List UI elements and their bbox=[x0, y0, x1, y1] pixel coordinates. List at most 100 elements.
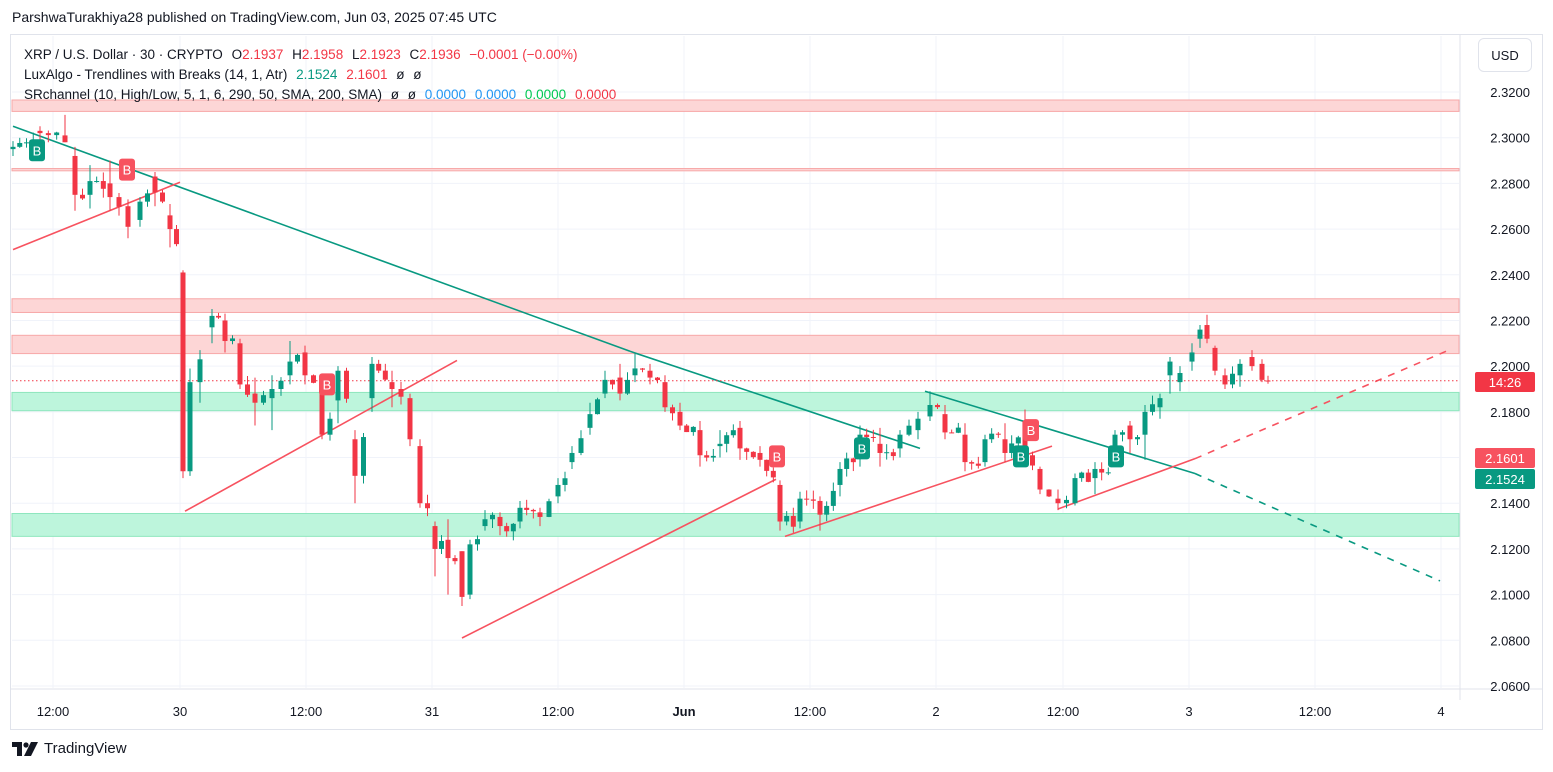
svg-text:2.2600: 2.2600 bbox=[1490, 222, 1530, 237]
high-value: 2.1958 bbox=[301, 47, 344, 62]
sr-channel-bands bbox=[11, 99, 1460, 537]
resistance-band bbox=[11, 334, 1460, 355]
bullish-break-label bbox=[29, 139, 45, 162]
na-value: ø bbox=[407, 87, 416, 102]
legend-symbol-row[interactable]: XRP / U.S. Dollar · 30 · CRYPTO O2.1937 … bbox=[24, 45, 616, 65]
svg-text:3: 3 bbox=[1185, 704, 1192, 719]
bearish-break-label bbox=[1023, 419, 1039, 442]
downtrend-line bbox=[629, 350, 921, 450]
svg-text:2.0800: 2.0800 bbox=[1490, 633, 1530, 648]
svg-text:B: B bbox=[323, 377, 332, 392]
low-value: 2.1923 bbox=[359, 47, 401, 62]
svg-text:B: B bbox=[858, 441, 867, 456]
downtrend-line bbox=[1194, 472, 1441, 582]
trendline-upper-price-tag: 2.1601 bbox=[1475, 448, 1535, 468]
uptrend-line bbox=[184, 359, 458, 512]
currency-button[interactable]: USD bbox=[1478, 38, 1532, 72]
svg-text:2.3200: 2.3200 bbox=[1490, 85, 1530, 100]
svg-text:B: B bbox=[123, 163, 132, 178]
legend-indicator-trendlines[interactable]: LuxAlgo - Trendlines with Breaks (14, 1,… bbox=[24, 65, 616, 85]
price-axis-ticks: 2.3200 2.3000 2.2800 2.2600 2.2400 2.2200 2.20… bbox=[1490, 85, 1530, 694]
resistance-band bbox=[11, 168, 1460, 172]
time-axis-ticks: 12:00 30 12:00 31 12:00 Jun 12:00 2 12:00 3 12:00 4 bbox=[37, 704, 1445, 719]
chart-grid bbox=[12, 36, 1459, 688]
uptrend-line bbox=[1194, 350, 1447, 460]
bearish-break-label bbox=[119, 158, 135, 181]
candlesticks bbox=[10, 114, 1271, 607]
trendlines bbox=[12, 125, 1447, 639]
svg-text:30: 30 bbox=[173, 704, 187, 719]
svg-text:12:00: 12:00 bbox=[1299, 704, 1332, 719]
indicator-value-upper: 2.1524 bbox=[296, 67, 338, 82]
bearish-break-label bbox=[319, 373, 335, 396]
change-value: −0.0001 (−0.00%) bbox=[469, 47, 578, 62]
chart-legend: XRP / U.S. Dollar · 30 · CRYPTO O2.1937 … bbox=[24, 45, 616, 105]
support-band bbox=[11, 513, 1460, 537]
svg-text:12:00: 12:00 bbox=[37, 704, 70, 719]
svg-text:2.1000: 2.1000 bbox=[1490, 588, 1530, 603]
svg-text:Jun: Jun bbox=[672, 704, 695, 719]
bullish-break-label bbox=[1108, 445, 1124, 468]
resistance-band bbox=[11, 298, 1460, 313]
bearish-break-label bbox=[769, 445, 785, 468]
tradingview-logo-icon bbox=[12, 741, 38, 756]
legend-indicator-srchannel[interactable]: SRchannel (10, High/Low, 5, 1, 6, 290, 5… bbox=[24, 85, 616, 105]
indicator-value: 0.0000 bbox=[424, 87, 467, 102]
svg-text:12:00: 12:00 bbox=[794, 704, 827, 719]
svg-text:B: B bbox=[1017, 449, 1026, 464]
indicator-name[interactable]: LuxAlgo - Trendlines with Breaks (14, 1,… bbox=[24, 67, 288, 82]
tradingview-brand: TradingView bbox=[44, 740, 127, 757]
indicator-value: 0.0000 bbox=[474, 87, 517, 102]
svg-text:B: B bbox=[33, 143, 42, 158]
bullish-break-label bbox=[854, 437, 870, 460]
tradingview-logo[interactable]: TradingView bbox=[12, 740, 127, 757]
na-value: ø bbox=[396, 67, 405, 82]
uptrend-line bbox=[12, 181, 181, 251]
svg-text:B: B bbox=[1027, 423, 1036, 438]
close-label: C bbox=[409, 47, 420, 62]
svg-text:4: 4 bbox=[1437, 704, 1444, 719]
indicator-value: 0.0000 bbox=[524, 87, 567, 102]
svg-text:2.2000: 2.2000 bbox=[1490, 359, 1530, 374]
svg-text:12:00: 12:00 bbox=[290, 704, 323, 719]
svg-text:2.0600: 2.0600 bbox=[1490, 679, 1530, 694]
uptrend-line bbox=[1057, 457, 1196, 510]
low-label: L bbox=[351, 47, 360, 62]
svg-text:2.3000: 2.3000 bbox=[1490, 131, 1530, 146]
indicator-name[interactable]: SRchannel (10, High/Low, 5, 1, 6, 290, 5… bbox=[24, 87, 382, 102]
uptrend-line bbox=[461, 478, 777, 639]
svg-text:31: 31 bbox=[425, 704, 439, 719]
indicator-value: 0.0000 bbox=[574, 87, 617, 102]
svg-text:12:00: 12:00 bbox=[542, 704, 575, 719]
trendline-lower-price-tag: 2.1524 bbox=[1475, 469, 1535, 489]
publication-line: ParshwaTurakhiya28 published on TradingV… bbox=[12, 9, 497, 25]
na-value: ø bbox=[390, 87, 399, 102]
svg-text:2.2400: 2.2400 bbox=[1490, 268, 1530, 283]
uptrend-line bbox=[784, 445, 1053, 538]
downtrend-line bbox=[12, 125, 631, 353]
svg-text:2.1800: 2.1800 bbox=[1490, 405, 1530, 420]
countdown-tag: 14:26 bbox=[1475, 372, 1535, 392]
resistance-band bbox=[11, 99, 1460, 112]
high-label: H bbox=[292, 47, 302, 62]
open-value: 2.1937 bbox=[242, 47, 284, 62]
svg-text:2.1200: 2.1200 bbox=[1490, 542, 1530, 557]
close-value: 2.1936 bbox=[419, 47, 461, 62]
svg-text:B: B bbox=[773, 449, 782, 464]
svg-text:2.1400: 2.1400 bbox=[1490, 496, 1530, 511]
svg-text:2.2200: 2.2200 bbox=[1490, 313, 1530, 328]
indicator-value-lower: 2.1601 bbox=[346, 67, 388, 82]
svg-text:B: B bbox=[1112, 449, 1121, 464]
symbol-label[interactable]: XRP / U.S. Dollar · 30 · CRYPTO bbox=[24, 47, 223, 62]
chart-frame[interactable] bbox=[10, 34, 1543, 730]
svg-text:2.2800: 2.2800 bbox=[1490, 176, 1530, 191]
svg-text:2: 2 bbox=[932, 704, 939, 719]
svg-text:12:00: 12:00 bbox=[1047, 704, 1080, 719]
na-value: ø bbox=[413, 67, 422, 82]
open-label: O bbox=[231, 47, 243, 62]
downtrend-line bbox=[924, 390, 1196, 475]
bullish-break-label bbox=[1013, 445, 1029, 468]
support-band bbox=[11, 391, 1460, 412]
